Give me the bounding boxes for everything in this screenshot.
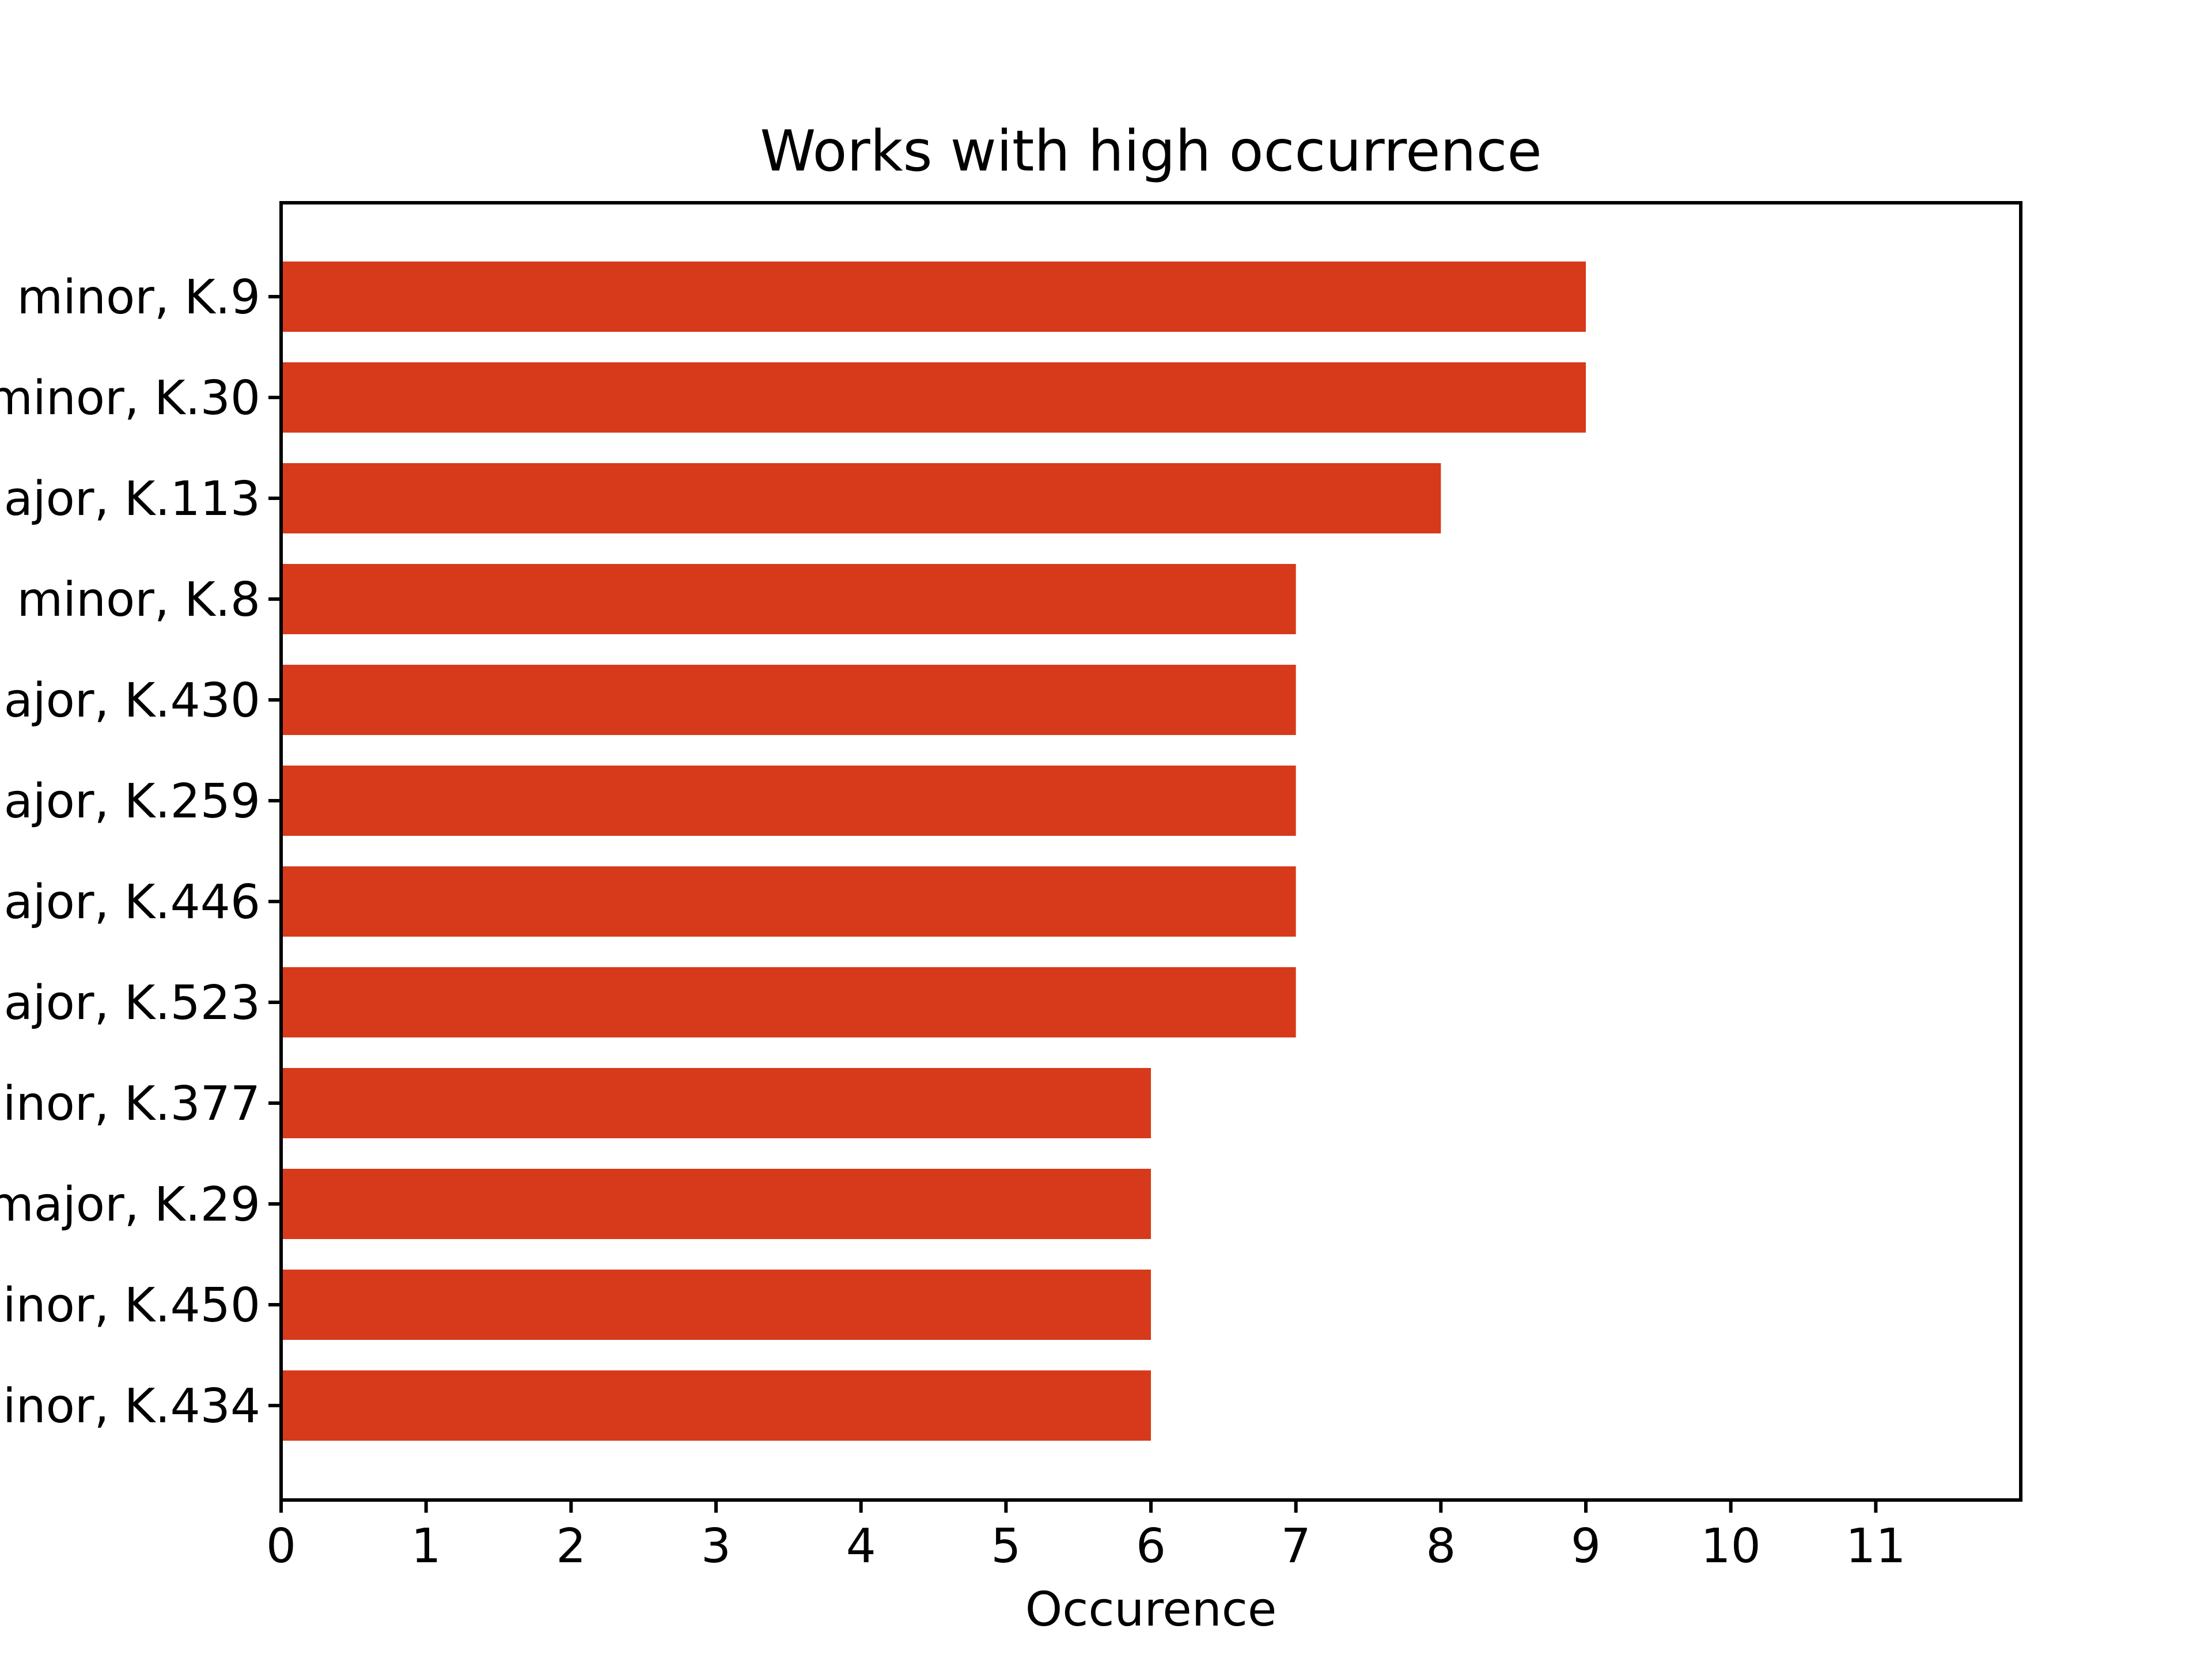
x-tick-label: 7 <box>1281 1519 1311 1574</box>
y-tick-label: ajor, K.446 <box>4 875 260 930</box>
y-tick-label: ajor, K.430 <box>4 673 260 728</box>
x-axis-label: Occurence <box>1025 1582 1277 1637</box>
y-tick-label: minor, K.30 <box>0 371 260 426</box>
y-tick-label: minor, K.8 <box>17 573 260 627</box>
x-axis: 0 1 2 3 4 5 6 7 8 9 10 11 <box>266 1500 1906 1574</box>
bar <box>281 463 1441 533</box>
x-tick-label: 5 <box>991 1519 1021 1574</box>
bar <box>281 564 1296 634</box>
y-tick-label: major, K.29 <box>0 1177 260 1232</box>
chart-title: Works with high occurrence <box>760 119 1541 184</box>
bar <box>281 766 1296 836</box>
bar <box>281 262 1586 332</box>
x-tick-label: 1 <box>411 1519 441 1574</box>
x-tick-label: 10 <box>1700 1519 1760 1574</box>
y-tick-label: inor, K.450 <box>3 1278 260 1333</box>
bar <box>281 866 1296 937</box>
bar <box>281 362 1586 433</box>
x-tick-label: 9 <box>1571 1519 1601 1574</box>
y-tick-label: inor, K.377 <box>3 1077 260 1131</box>
y-tick-label: ajor, K.523 <box>4 976 260 1031</box>
x-tick-label: 0 <box>266 1519 296 1574</box>
plot-frame <box>279 201 2022 1502</box>
bar <box>281 1270 1151 1340</box>
bar <box>281 665 1296 735</box>
bar <box>281 1370 1151 1441</box>
y-tick-label: minor, K.9 <box>17 270 260 325</box>
y-tick-label: inor, K.434 <box>3 1379 260 1434</box>
bar <box>281 967 1296 1037</box>
x-tick-label: 4 <box>846 1519 876 1574</box>
x-tick-label: 6 <box>1136 1519 1166 1574</box>
y-tick-label: ajor, K.113 <box>4 472 260 527</box>
y-tick-label: ajor, K.259 <box>4 774 260 829</box>
y-axis: minor, K.9 minor, K.30 ajor, K.113 minor, K… <box>0 270 281 1434</box>
x-tick-label: 11 <box>1846 1519 1906 1574</box>
x-tick-label: 8 <box>1426 1519 1456 1574</box>
x-tick-label: 2 <box>556 1519 586 1574</box>
bar <box>281 1068 1151 1138</box>
bars-layer <box>281 262 1586 1441</box>
bar <box>281 1169 1151 1239</box>
x-tick-label: 3 <box>701 1519 731 1574</box>
